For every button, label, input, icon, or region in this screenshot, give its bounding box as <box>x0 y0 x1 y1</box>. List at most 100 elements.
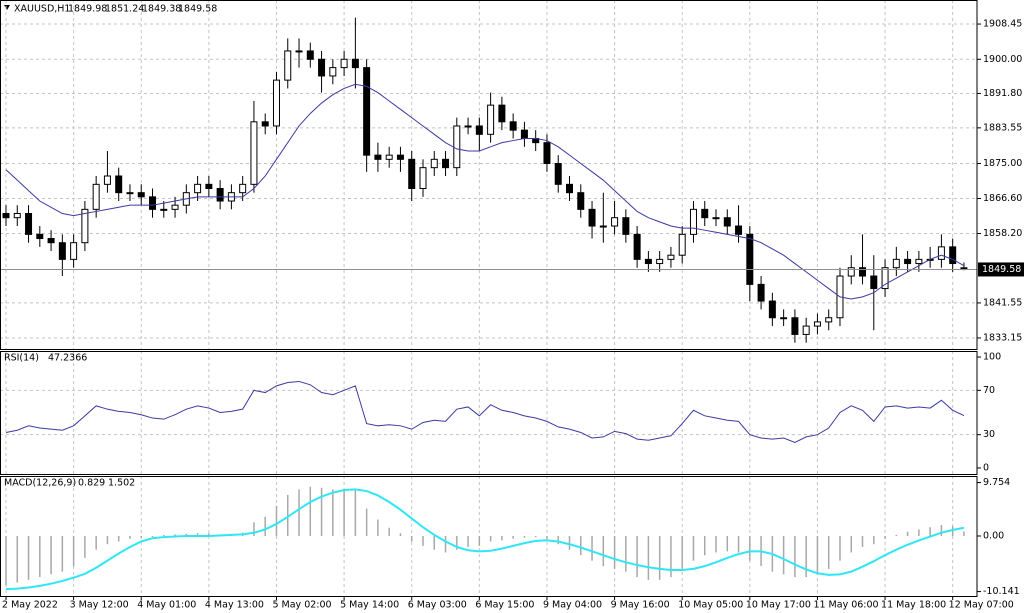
candle-body <box>453 125 461 169</box>
candle-body <box>261 121 269 127</box>
candle-body <box>915 258 923 265</box>
x-tick-label: 11 May 18:00 <box>881 600 946 611</box>
signal-value: 1.502 <box>108 478 135 489</box>
y-tick-label: -10.141 <box>983 586 1020 597</box>
x-tick-label: 2 May 2022 <box>2 600 58 611</box>
candle-body <box>768 300 776 319</box>
candle-body <box>284 50 292 81</box>
y-tick-label: 70 <box>983 385 995 396</box>
candle-body <box>216 188 224 202</box>
x-tick-label: 6 May 15:00 <box>475 600 534 611</box>
high-value: 1851.24 <box>105 4 144 15</box>
y-tick-label: 1883.55 <box>983 122 1022 133</box>
macd-value: 0.829 <box>78 478 105 489</box>
candle-body <box>13 213 21 219</box>
candle-body <box>633 233 641 260</box>
candle-body <box>509 121 517 131</box>
x-tick-label: 3 May 12:00 <box>70 600 129 611</box>
candle-body <box>644 258 652 265</box>
candle-body <box>689 208 697 235</box>
candle-body <box>250 121 258 185</box>
x-tick-label: 10 May 05:00 <box>678 600 743 611</box>
y-tick-label: 1900.00 <box>983 54 1022 65</box>
x-tick-label: 9 May 04:00 <box>543 600 602 611</box>
y-tick-label: 1858.20 <box>983 228 1022 239</box>
candle-body <box>58 242 66 260</box>
candle-body <box>194 183 202 194</box>
candle-body <box>464 125 472 128</box>
y-tick-label: 1833.15 <box>983 332 1022 343</box>
candle-body <box>306 50 314 60</box>
candle-body <box>36 233 44 240</box>
x-tick-label: 10 May 17:00 <box>746 600 811 611</box>
candle-body <box>735 225 743 235</box>
candle-body <box>892 258 900 269</box>
candle-body <box>442 158 450 169</box>
candle-body <box>949 246 957 265</box>
candle-body <box>791 317 799 335</box>
candle-body <box>475 125 483 135</box>
candle-body <box>780 317 788 320</box>
candle-body <box>802 325 810 335</box>
candle-body <box>126 192 134 195</box>
candle-body <box>498 104 506 123</box>
signal-line <box>5 488 965 591</box>
candle-body <box>103 175 111 185</box>
candle-body <box>47 238 55 244</box>
candle-body <box>825 317 833 323</box>
y-tick-label: 0 <box>983 462 989 473</box>
candle-body <box>757 283 765 302</box>
candle-body <box>566 183 573 194</box>
panel-border <box>0 351 978 475</box>
candle-body <box>678 233 686 256</box>
y-tick-label: 100 <box>983 352 1001 363</box>
x-tick-label: 5 May 02:00 <box>272 600 331 611</box>
candle-body <box>656 258 664 265</box>
candle-body <box>70 242 78 260</box>
low-value: 1849.38 <box>142 4 181 15</box>
y-tick-label: 1866.60 <box>983 193 1022 204</box>
candle-body <box>859 267 867 277</box>
x-tick-label: 12 May 07:00 <box>949 600 1014 611</box>
x-tick-label: 5 May 14:00 <box>340 600 399 611</box>
open-value: 1849.98 <box>68 4 107 15</box>
candle-body <box>363 67 371 156</box>
candle-body <box>487 104 495 135</box>
candle-body <box>881 267 889 290</box>
candle-body <box>599 225 607 228</box>
x-tick-label: 4 May 01:00 <box>137 600 196 611</box>
current-price-box <box>978 262 1024 277</box>
candle-body <box>340 58 348 69</box>
y-tick-label: 1841.55 <box>983 297 1022 308</box>
candle-body <box>746 233 754 285</box>
candle-body <box>543 142 551 164</box>
y-tick-label: 1891.80 <box>983 88 1022 99</box>
x-tick-label: 4 May 13:00 <box>205 600 264 611</box>
candle-body <box>374 154 382 160</box>
candle-body <box>115 175 123 194</box>
macd-title: MACD(12,26,9) <box>4 478 76 489</box>
x-tick-label: 6 May 03:00 <box>408 600 467 611</box>
candle-body <box>2 213 10 219</box>
candle-body <box>904 258 912 265</box>
candle-body <box>272 79 280 127</box>
candle-body <box>25 213 33 235</box>
candle-body <box>577 192 585 210</box>
y-tick-label: 9.754 <box>983 477 1010 488</box>
moving-average <box>5 83 965 300</box>
candle-body <box>430 158 438 169</box>
candle-body <box>723 217 731 227</box>
candle-body <box>870 275 878 290</box>
candle-body <box>408 158 416 190</box>
y-tick-label: 1875.00 <box>983 158 1022 169</box>
candle-body <box>554 162 562 185</box>
y-tick-label: 30 <box>983 429 995 440</box>
candle-body <box>318 58 326 77</box>
y-tick-label: 0.00 <box>983 531 1004 542</box>
candle-body <box>329 67 337 77</box>
candle-body <box>160 208 168 211</box>
candle-body <box>351 58 359 69</box>
candle-body <box>622 217 630 235</box>
candle-body <box>137 192 145 198</box>
rsi-line <box>5 380 965 443</box>
